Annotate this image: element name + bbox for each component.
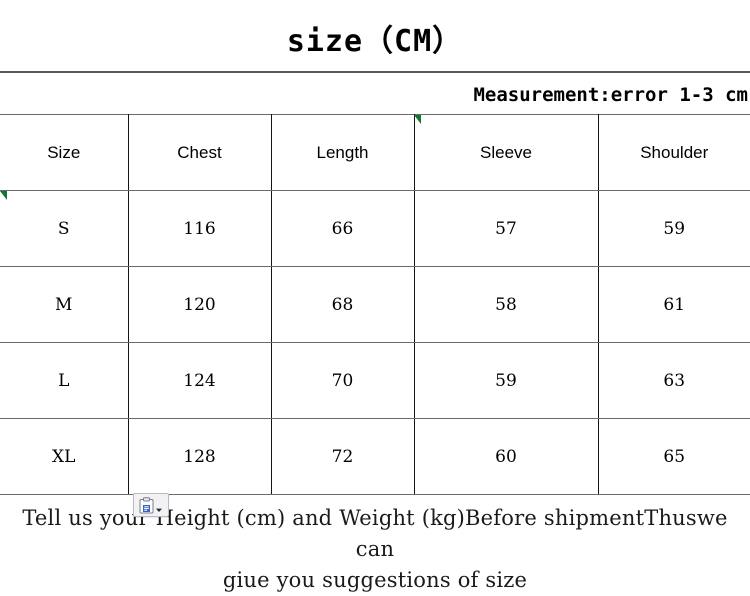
- column-header-shoulder: Shoulder: [598, 114, 750, 191]
- cell-length: 70: [271, 342, 415, 419]
- cell-length: 68: [271, 266, 415, 343]
- cell-chest: 124: [128, 342, 272, 419]
- cell-chest: 128: [128, 418, 272, 495]
- table-row: L 124 70 59 63: [0, 342, 750, 419]
- cell-sleeve: 60: [414, 418, 599, 495]
- footer-line-1: Tell us your Height (cm) and Weight (kg)…: [22, 506, 728, 561]
- cell-chest: 120: [128, 266, 272, 343]
- cell-sleeve: 59: [414, 342, 599, 419]
- chevron-down-icon[interactable]: [155, 501, 163, 512]
- cell-sleeve: 58: [414, 266, 599, 343]
- size-table: Size Chest Length Sleeve Shoulder S 116 …: [0, 114, 750, 495]
- cell-size: M: [0, 266, 129, 343]
- cell-length: 66: [271, 190, 415, 267]
- page-title: size（CM）: [286, 24, 464, 59]
- footer-line-2: giue you suggestions of size: [222, 568, 528, 592]
- column-header-size: Size: [0, 114, 129, 191]
- measurement-note: Measurement:error 1-3 cm: [473, 84, 748, 106]
- size-chart-page: size（CM） Measurement:error 1-3 cm Size C…: [0, 24, 750, 592]
- cell-shoulder: 61: [598, 266, 750, 343]
- cell-shoulder: 59: [598, 190, 750, 267]
- column-header-chest: Chest: [128, 114, 272, 191]
- table-row: M 120 68 58 61: [0, 266, 750, 343]
- paste-options-button[interactable]: [133, 493, 169, 517]
- cell-size: S: [0, 190, 129, 267]
- cell-chest: 116: [128, 190, 272, 267]
- table-header-row: Size Chest Length Sleeve Shoulder: [0, 114, 750, 191]
- header-divider: [0, 71, 750, 73]
- cell-shoulder: 63: [598, 342, 750, 419]
- size-table-container: Size Chest Length Sleeve Shoulder S 116 …: [0, 114, 750, 495]
- clipboard-paste-icon: [139, 496, 154, 514]
- column-header-length: Length: [271, 114, 415, 191]
- cell-length: 72: [271, 418, 415, 495]
- cell-size: XL: [0, 418, 129, 495]
- cell-sleeve: 57: [414, 190, 599, 267]
- cell-shoulder: 65: [598, 418, 750, 495]
- footer-note: Tell us your Height (cm) and Weight (kg)…: [0, 503, 750, 596]
- cell-size: L: [0, 342, 129, 419]
- table-row: XL 128 72 60 65: [0, 418, 750, 495]
- table-row: S 116 66 57 59: [0, 190, 750, 267]
- column-header-sleeve: Sleeve: [414, 114, 599, 191]
